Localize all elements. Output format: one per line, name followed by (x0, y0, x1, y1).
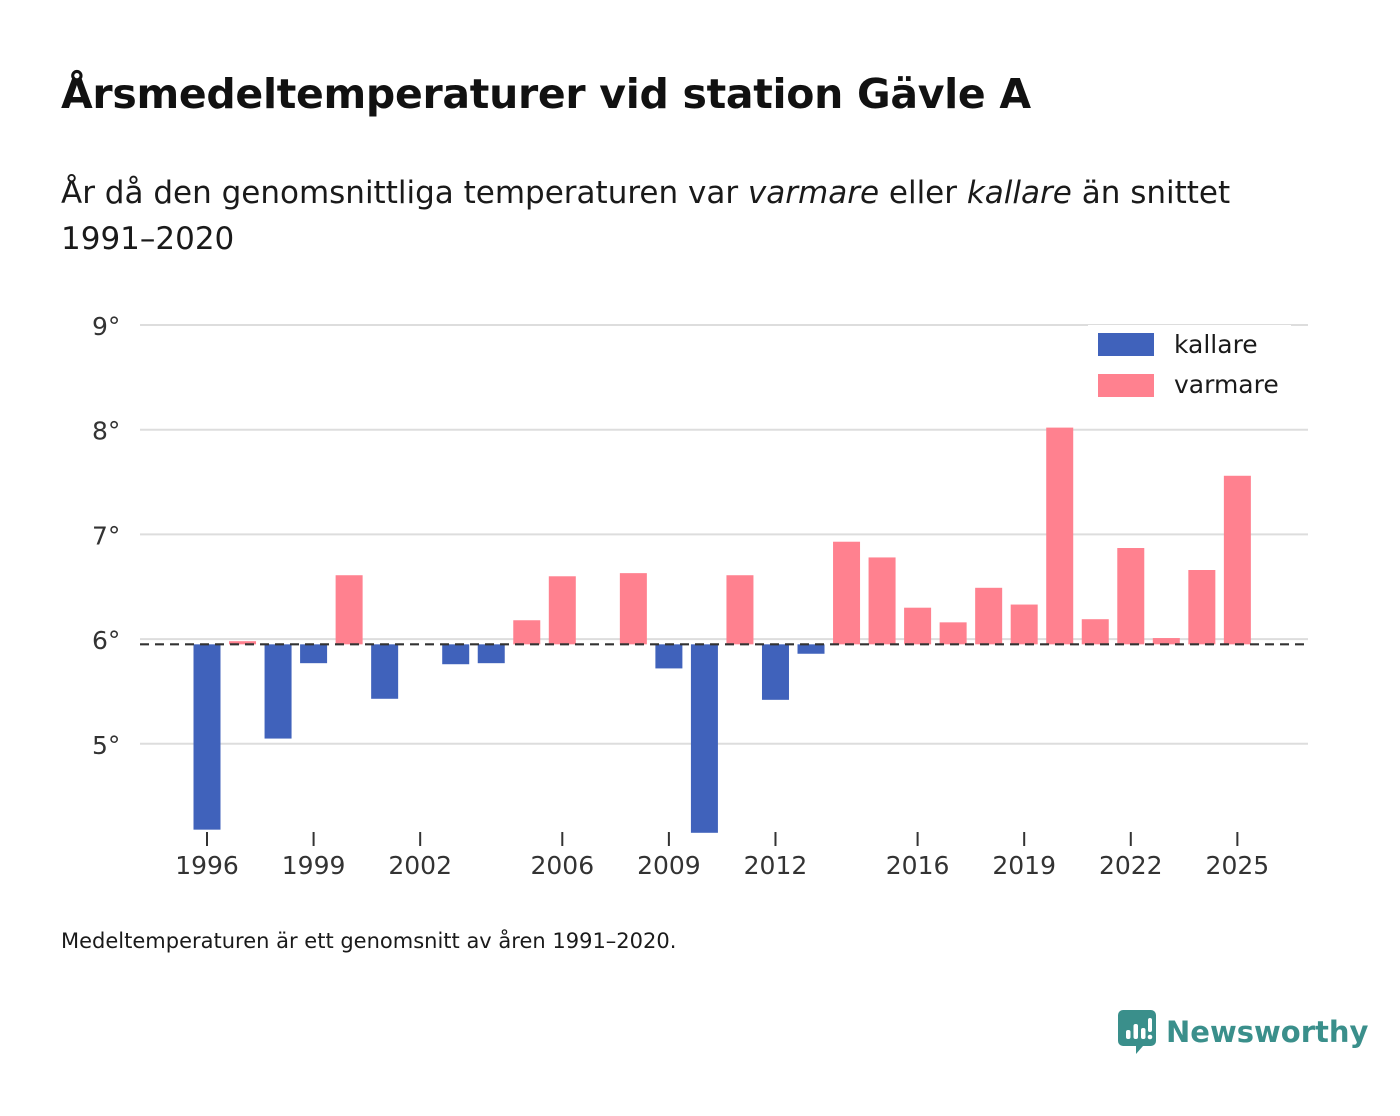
x-tick-label: 2016 (886, 851, 950, 880)
bar-2019 (1010, 604, 1038, 645)
legend-label-varmare: varmare (1174, 370, 1279, 399)
bar-2018 (975, 587, 1003, 645)
newsworthy-brand: Newsworthy (1118, 1010, 1368, 1054)
x-tick-label: 2022 (1099, 851, 1163, 880)
x-tick-label: 2025 (1206, 851, 1270, 880)
bar-2022 (1117, 548, 1145, 645)
bar-2016 (904, 607, 932, 645)
bar-2003 (442, 644, 470, 665)
y-axis-labels: 5° 6° 7° 8° 9° (92, 312, 120, 760)
bar-1999 (300, 644, 328, 664)
bar-2012 (761, 644, 789, 700)
x-tick-label: 2012 (744, 851, 808, 880)
legend-swatch-kallare (1098, 333, 1154, 356)
bar-2008 (619, 573, 647, 645)
subtitle-text-3: än snittet 1991–2020 (61, 175, 1231, 257)
chart-title: Årsmedeltemperaturer vid station Gävle A (61, 70, 1031, 118)
x-tick-label: 2019 (992, 851, 1056, 880)
legend-swatch-varmare (1098, 374, 1154, 397)
bar-2009 (655, 644, 683, 669)
bar-1996 (193, 644, 221, 830)
bar-2011 (726, 575, 754, 645)
bar-1998 (264, 644, 292, 739)
temperature-bar-chart: 5° 6° 7° 8° 9° 1996 1999 2002 2006 2009 2012 2016 2… (92, 312, 1308, 880)
x-tick-label: 2002 (388, 851, 452, 880)
bar-2015 (868, 557, 896, 645)
bar-2023 (1152, 638, 1180, 645)
chart-subtitle: År då den genomsnittliga temperaturen va… (61, 170, 1291, 262)
bar-2014 (833, 541, 861, 645)
subtitle-text-1: År då den genomsnittliga temperaturen va… (61, 175, 748, 211)
x-tick-label: 1996 (175, 851, 239, 880)
bar-1997 (229, 641, 257, 645)
y-tick-label: 9° (92, 312, 120, 341)
x-axis: 1996 1999 2002 2006 2009 2012 2016 2019 2022 2025 (175, 832, 1269, 880)
y-tick-label: 8° (92, 417, 120, 446)
bar-2001 (371, 644, 399, 699)
subtitle-warm-word: varmare (747, 175, 880, 211)
bar-2000 (335, 575, 363, 645)
y-tick-label: 5° (92, 731, 120, 760)
y-tick-label: 7° (92, 521, 120, 550)
subtitle-cold-word: kallare (966, 175, 1072, 211)
x-tick-label: 1999 (282, 851, 346, 880)
x-tick-label: 2006 (530, 851, 594, 880)
bar-2004 (477, 644, 505, 664)
newsworthy-logo-icon (1118, 1010, 1156, 1054)
bar-2010 (690, 644, 718, 833)
bar-2017 (939, 622, 967, 645)
bar-2020 (1046, 427, 1074, 645)
bar-2006 (548, 576, 576, 645)
legend: kallare varmare (1088, 325, 1291, 410)
bar-2025 (1223, 475, 1251, 645)
bar-2024 (1188, 569, 1216, 645)
legend-label-kallare: kallare (1174, 330, 1258, 359)
subtitle-text-2: eller (879, 175, 967, 211)
bars (193, 427, 1251, 833)
brand-name: Newsworthy (1166, 1015, 1369, 1049)
footnote: Medeltemperaturen är ett genomsnitt av å… (61, 929, 677, 953)
y-tick-label: 6° (92, 626, 120, 655)
bar-2021 (1081, 619, 1109, 645)
x-tick-label: 2009 (637, 851, 701, 880)
bar-2005 (513, 620, 541, 645)
bar-2013 (797, 644, 825, 654)
